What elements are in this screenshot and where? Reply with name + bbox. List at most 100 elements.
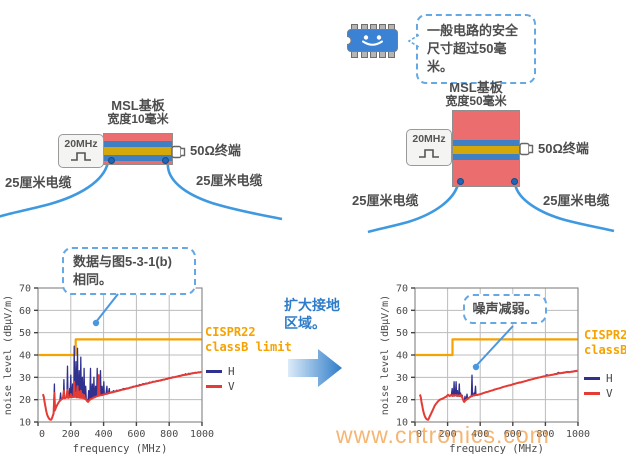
limit-label-left: CISPR22 classB limit <box>205 325 292 355</box>
trace-stripe-top <box>104 141 172 147</box>
svg-text:60: 60 <box>19 306 31 317</box>
chart-left-callout-line1: 数据与图5-3-1(b) <box>73 254 172 269</box>
chart-legend-left: H V <box>206 364 235 394</box>
terminator-label-right: 50Ω终端 <box>538 141 589 156</box>
limit-label-right: CISPR22 classB <box>584 328 626 358</box>
svg-text:1000: 1000 <box>566 429 590 440</box>
svg-text:frequency (MHz): frequency (MHz) <box>73 443 168 455</box>
svg-text:frequency (MHz): frequency (MHz) <box>449 443 544 455</box>
left-board-title: MSL基板 <box>111 98 165 113</box>
chart-right-leader-line <box>472 325 514 371</box>
cable-label-left-1: 25厘米电缆 <box>5 175 72 190</box>
right-board-title: MSL基板 <box>449 80 503 95</box>
svg-text:10: 10 <box>396 418 408 429</box>
chip-callout-bubble: 一般电路的安全 尺寸超过50毫米。 <box>408 14 536 84</box>
svg-text:30: 30 <box>396 373 408 384</box>
chart-legend-right: H V <box>584 371 613 401</box>
legend-item-h: H <box>584 371 613 386</box>
chart-left-leader-line <box>92 293 119 327</box>
svg-text:70: 70 <box>19 284 31 295</box>
legend-swatch-v <box>584 392 600 395</box>
legend-swatch-h <box>584 377 600 380</box>
svg-text:200: 200 <box>62 429 80 440</box>
terminator-plug-icon <box>519 142 534 156</box>
svg-text:noise level (dBμV/m): noise level (dBμV/m) <box>3 295 14 415</box>
legend-swatch-h <box>206 370 222 373</box>
cable-right-icon <box>513 183 615 233</box>
transition-arrow-icon <box>288 349 342 387</box>
svg-text:60: 60 <box>396 306 408 317</box>
watermark-text: www.cntronics.com <box>336 422 550 448</box>
signal-source-box-left: 20MHz <box>58 134 104 168</box>
legend-item-v: V <box>206 379 235 394</box>
svg-text:20: 20 <box>396 395 408 406</box>
terminator-plug-icon <box>171 145 186 159</box>
right-cables-svg <box>367 183 615 234</box>
chart-left-callout-line2: 相同。 <box>73 272 113 287</box>
signal-source-label: 20MHz <box>64 138 98 150</box>
svg-text:noise level (dBμV/m): noise level (dBμV/m) <box>380 295 391 415</box>
trace-stripe-top <box>453 140 519 146</box>
cable-connection-dot-left <box>457 178 464 185</box>
legend-label-v: V <box>606 387 613 400</box>
msl-board-10mm <box>103 133 173 165</box>
chip-callout-line2: 尺寸超过50毫米。 <box>427 41 507 74</box>
trace-stripe-bottom <box>453 154 519 160</box>
left-cables-svg <box>0 161 283 221</box>
svg-text:40: 40 <box>19 351 31 362</box>
chip-callout-line1: 一般电路的安全 <box>427 23 519 38</box>
right-board-width-label: 宽度50毫米 <box>445 94 507 108</box>
svg-text:200: 200 <box>439 429 457 440</box>
cable-connection-dot-right <box>162 157 169 164</box>
trace-stripe-signal <box>453 146 519 154</box>
transition-note: 扩大接地 区域。 <box>284 296 356 332</box>
bubble-pointer-icon <box>408 34 419 48</box>
limit-label-line2: classB <box>584 343 626 357</box>
svg-text:400: 400 <box>471 429 489 440</box>
cable-connection-dot-right <box>511 178 518 185</box>
svg-text:800: 800 <box>536 429 554 440</box>
msl-board-50mm <box>452 110 520 187</box>
legend-item-h: H <box>206 364 235 379</box>
chart-right-callout-line1: 噪声减弱。 <box>472 301 538 316</box>
svg-text:0: 0 <box>39 429 45 440</box>
svg-text:30: 30 <box>19 373 31 384</box>
legend-swatch-v <box>206 385 222 388</box>
svg-text:70: 70 <box>396 284 408 295</box>
left-board-width-label: 宽度10毫米 <box>107 112 169 126</box>
limit-label-line1: CISPR22 <box>584 328 626 342</box>
chart-left-callout-bubble: 数据与图5-3-1(b) 相同。 <box>62 247 196 295</box>
pulse-wave-icon <box>419 149 439 158</box>
transition-note-line1: 扩大接地 <box>284 297 340 313</box>
legend-label-h: H <box>606 372 613 385</box>
signal-source-box-right: 20MHz <box>406 129 452 166</box>
svg-text:50: 50 <box>396 328 408 339</box>
cable-right-icon <box>166 161 283 221</box>
cable-label-right-1: 25厘米电缆 <box>352 193 419 208</box>
cable-label-right-2: 25厘米电缆 <box>543 193 610 208</box>
signal-source-label: 20MHz <box>412 133 446 145</box>
svg-text:1000: 1000 <box>190 429 214 440</box>
terminator-label-left: 50Ω终端 <box>190 143 241 158</box>
cable-label-left-2: 25厘米电缆 <box>196 173 263 188</box>
svg-text:10: 10 <box>19 418 31 429</box>
trace-stripe-bottom <box>104 155 172 161</box>
trace-stripe-signal <box>104 147 172 155</box>
legend-item-v: V <box>584 386 613 401</box>
noise-chart-before: 10 20 30 40 50 60 70 0 200 400 600 800 1000 frequency… <box>3 284 214 456</box>
svg-text:0: 0 <box>416 429 422 440</box>
legend-label-v: V <box>228 380 235 393</box>
svg-text:40: 40 <box>396 351 408 362</box>
svg-text:50: 50 <box>19 328 31 339</box>
pulse-wave-icon <box>71 152 91 161</box>
svg-text:20: 20 <box>19 395 31 406</box>
svg-text:600: 600 <box>127 429 145 440</box>
cable-connection-dot-left <box>108 157 115 164</box>
cable-left-icon <box>0 161 110 218</box>
transition-note-line2: 区域。 <box>284 315 326 331</box>
legend-label-h: H <box>228 365 235 378</box>
limit-label-line2: classB limit <box>205 340 292 354</box>
svg-text:800: 800 <box>160 429 178 440</box>
svg-text:600: 600 <box>504 429 522 440</box>
chart-right-callout-bubble: 噪声减弱。 <box>463 294 547 324</box>
